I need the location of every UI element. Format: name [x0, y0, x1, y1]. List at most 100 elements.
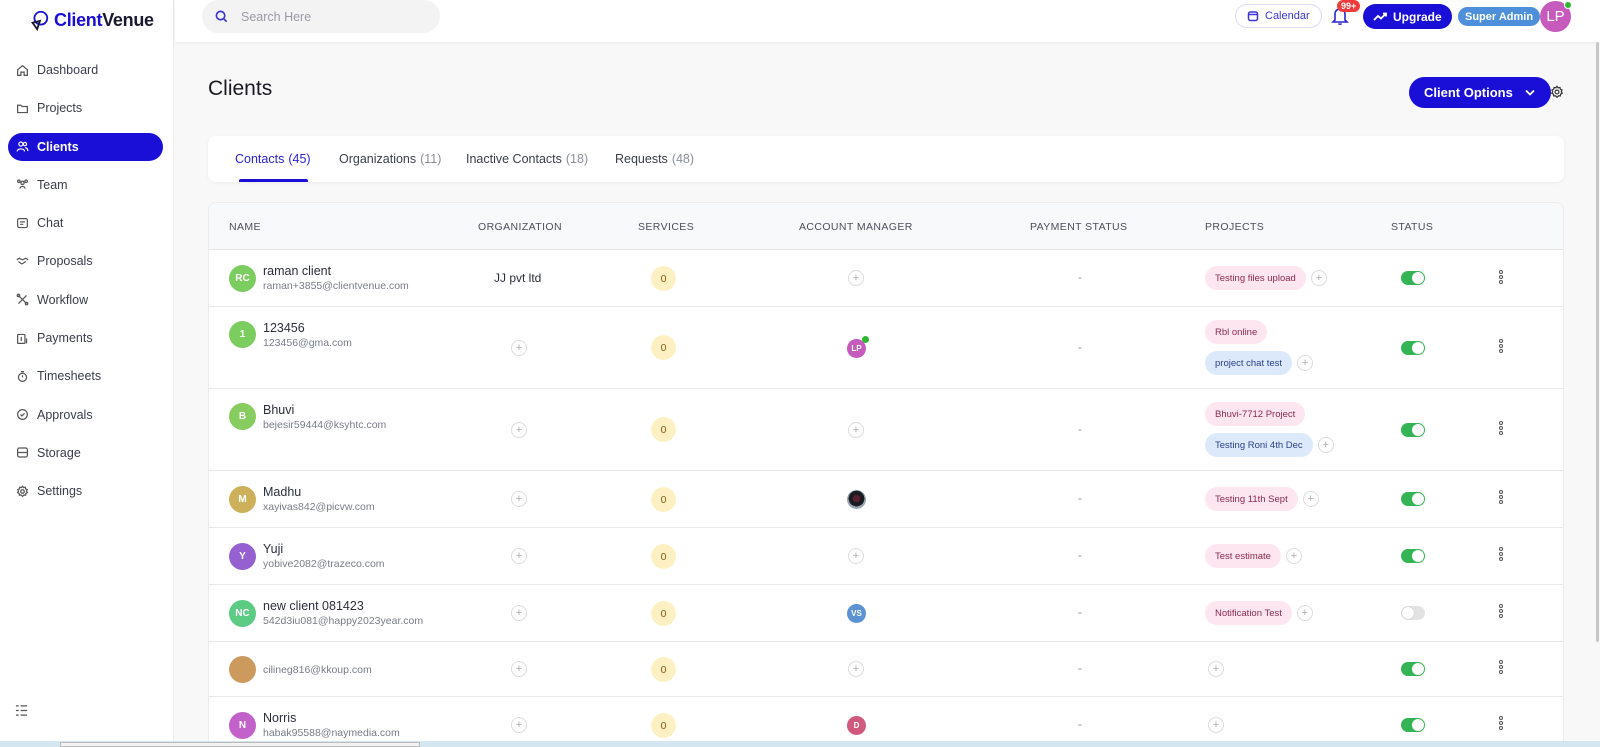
account-manager-photo-avatar[interactable]: [847, 490, 866, 509]
services-count-badge[interactable]: 0: [651, 713, 676, 738]
add-organization-button[interactable]: +: [511, 605, 527, 621]
sidebar-item-chat[interactable]: Chat: [8, 209, 163, 237]
add-project-button[interactable]: +: [1310, 270, 1327, 286]
status-toggle[interactable]: [1401, 662, 1425, 676]
add-organization-button[interactable]: +: [511, 491, 527, 507]
add-manager-button[interactable]: +: [848, 270, 864, 286]
column-header-status[interactable]: STATUS: [1391, 220, 1434, 233]
row-actions-menu-icon[interactable]: [1499, 604, 1503, 618]
sidebar-item-team[interactable]: Team: [8, 171, 163, 199]
sidebar-item-timesheets[interactable]: Timesheets: [8, 362, 163, 390]
table-row[interactable]: M Madhu xayivas842@picvw.com + 0 - Testin…: [209, 471, 1563, 528]
table-row[interactable]: N Norris habak95588@naymedia.com + 0 D - …: [209, 697, 1563, 747]
client-name[interactable]: Bhuvi: [263, 403, 295, 417]
add-organization-button[interactable]: +: [511, 340, 527, 356]
sidebar-item-approvals[interactable]: Approvals: [8, 401, 163, 429]
column-header-services[interactable]: SERVICES: [638, 220, 695, 233]
sidebar-item-projects[interactable]: Projects: [8, 94, 163, 122]
project-chip[interactable]: Bhuvi-7712 Project: [1205, 402, 1306, 426]
client-name[interactable]: Norris: [263, 711, 297, 725]
user-avatar[interactable]: LP: [1540, 1, 1572, 32]
sidebar-item-payments[interactable]: Payments: [8, 324, 163, 352]
add-project-button[interactable]: +: [1297, 355, 1314, 371]
client-name[interactable]: new client 081423: [263, 599, 364, 613]
collapse-sidebar-icon[interactable]: [15, 704, 28, 717]
sidebar-item-workflow[interactable]: Workflow: [8, 286, 163, 314]
status-toggle[interactable]: [1401, 549, 1425, 563]
services-count-badge[interactable]: 0: [651, 601, 676, 626]
row-actions-menu-icon[interactable]: [1499, 421, 1503, 435]
tab-organizations[interactable]: Organizations (11): [339, 136, 441, 182]
column-header-name[interactable]: NAME: [229, 220, 261, 233]
status-toggle[interactable]: [1401, 606, 1425, 620]
add-manager-button[interactable]: +: [848, 422, 864, 438]
table-row[interactable]: Y Yuji yobive2082@trazeco.com + 0 + - Tes…: [209, 528, 1563, 585]
project-chip[interactable]: Rbl online: [1205, 320, 1268, 344]
table-row[interactable]: B Bhuvi bejesir59444@ksyhtc.com + 0 + - B…: [209, 389, 1563, 471]
add-organization-button[interactable]: +: [511, 717, 527, 733]
account-manager-avatar[interactable]: LP: [847, 336, 869, 358]
brand-logo[interactable]: ClientVenue: [28, 9, 154, 31]
client-email[interactable]: cilineg816@kkoup.com: [263, 663, 372, 676]
add-organization-button[interactable]: +: [511, 661, 527, 677]
column-header-projects[interactable]: PROJECTS: [1205, 220, 1265, 233]
account-manager-avatar[interactable]: VS: [847, 604, 866, 623]
page-scrollbar[interactable]: [1595, 42, 1600, 642]
services-count-badge[interactable]: 0: [651, 544, 676, 569]
project-chip[interactable]: Notification Test: [1205, 601, 1292, 625]
table-row[interactable]: NC new client 081423 542d3iu081@happy2023…: [209, 585, 1563, 642]
project-chip[interactable]: Testing files upload: [1205, 266, 1306, 290]
client-name[interactable]: Yuji: [263, 542, 284, 556]
add-project-button[interactable]: +: [1296, 605, 1313, 621]
project-chip[interactable]: Testing Roni 4th Dec: [1205, 433, 1313, 457]
row-actions-menu-icon[interactable]: [1499, 490, 1503, 504]
project-chip[interactable]: project chat test: [1205, 351, 1293, 375]
sidebar-item-dashboard[interactable]: Dashboard: [8, 56, 163, 84]
sidebar-item-clients[interactable]: Clients: [8, 132, 163, 161]
role-badge[interactable]: Super Admin: [1458, 7, 1541, 26]
scrollbar-thumb[interactable]: [1596, 42, 1599, 642]
table-row[interactable]: cilineg816@kkoup.com + 0 + - +: [209, 642, 1563, 697]
project-chip[interactable]: Test estimate: [1205, 544, 1281, 568]
status-toggle[interactable]: [1401, 271, 1425, 285]
account-manager-avatar[interactable]: D: [847, 716, 866, 735]
row-actions-menu-icon[interactable]: [1499, 270, 1503, 284]
sidebar-item-settings[interactable]: Settings: [8, 477, 163, 505]
client-name[interactable]: raman client: [263, 264, 332, 278]
search-bar[interactable]: [202, 0, 440, 33]
add-project-button[interactable]: +: [1285, 548, 1302, 564]
calendar-button[interactable]: Calendar: [1235, 4, 1322, 28]
tab-requests[interactable]: Requests (48): [615, 136, 694, 182]
add-project-button[interactable]: +: [1208, 661, 1224, 677]
status-toggle[interactable]: [1401, 341, 1425, 355]
add-project-button[interactable]: +: [1317, 437, 1334, 453]
project-chip[interactable]: Testing 11th Sept: [1205, 487, 1298, 511]
column-header-organization[interactable]: ORGANIZATION: [478, 220, 562, 233]
services-count-badge[interactable]: 0: [651, 487, 676, 512]
sidebar-item-proposals[interactable]: Proposals: [8, 247, 163, 275]
row-actions-menu-icon[interactable]: [1499, 547, 1503, 561]
table-row[interactable]: 1 123456 123456@gma.com + 0 LP - Rbl onli…: [209, 307, 1563, 389]
row-actions-menu-icon[interactable]: [1499, 716, 1503, 730]
upgrade-button[interactable]: Upgrade: [1363, 4, 1452, 29]
add-organization-button[interactable]: +: [511, 422, 527, 438]
sidebar-item-storage[interactable]: Storage: [8, 439, 163, 467]
add-manager-button[interactable]: +: [848, 548, 864, 564]
table-row[interactable]: RC raman client raman+3855@clientvenue.co…: [209, 250, 1563, 307]
status-toggle[interactable]: [1401, 492, 1425, 506]
services-count-badge[interactable]: 0: [651, 266, 676, 291]
client-options-button[interactable]: Client Options: [1409, 77, 1551, 108]
page-settings-button[interactable]: [1550, 85, 1564, 99]
column-header-payment-status[interactable]: PAYMENT STATUS: [1030, 220, 1128, 233]
client-name[interactable]: Madhu: [263, 485, 302, 499]
tab-inactive-contacts[interactable]: Inactive Contacts (18): [466, 136, 588, 182]
services-count-badge[interactable]: 0: [651, 657, 676, 682]
services-count-badge[interactable]: 0: [651, 335, 676, 360]
client-name[interactable]: 123456: [263, 321, 305, 335]
tab-contacts[interactable]: Contacts (45): [235, 136, 311, 182]
add-project-button[interactable]: +: [1208, 717, 1224, 733]
add-project-button[interactable]: +: [1302, 491, 1319, 507]
services-count-badge[interactable]: 0: [651, 417, 676, 442]
search-input[interactable]: [241, 9, 421, 24]
status-toggle[interactable]: [1401, 423, 1425, 437]
